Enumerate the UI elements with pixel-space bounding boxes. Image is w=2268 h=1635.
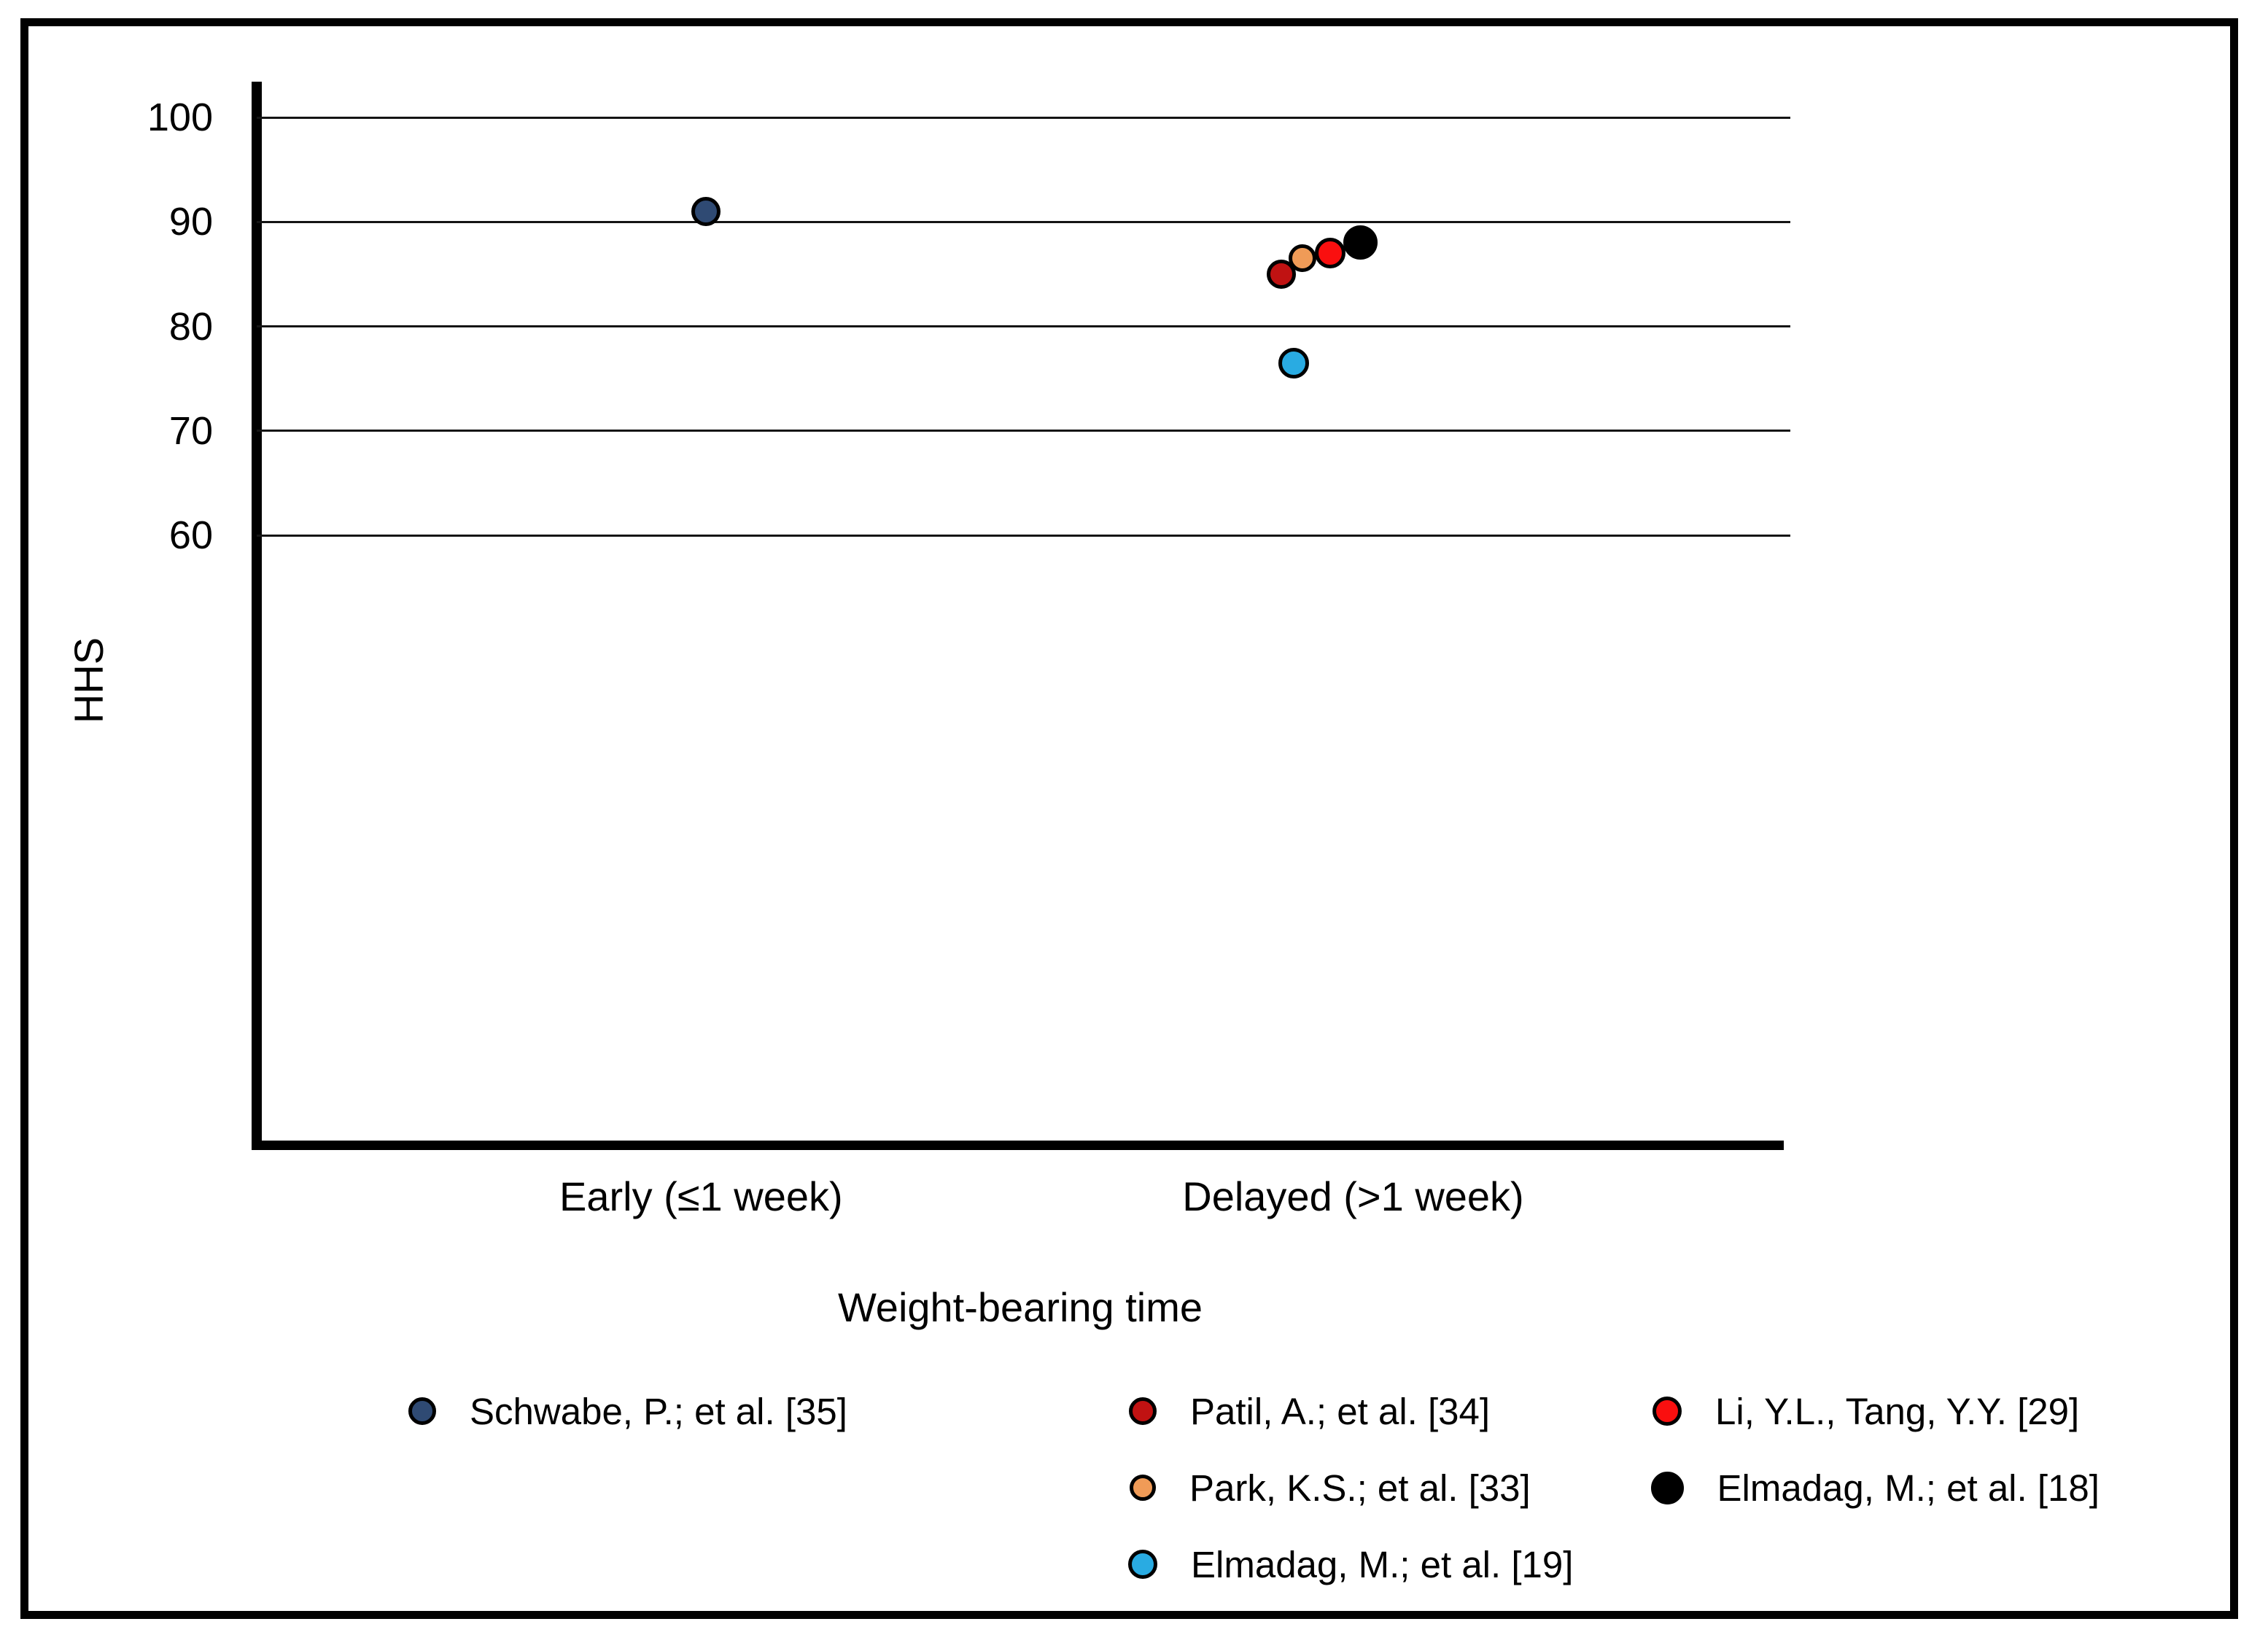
y-tick-label-100: 100 [147, 96, 213, 139]
y-tick-label-60: 60 [168, 513, 213, 558]
y-tick-label-70: 70 [168, 408, 213, 453]
legend-label: Li, Y.L., Tang, Y.Y. [29] [1715, 1390, 2080, 1432]
y-tick-label-90: 90 [168, 200, 213, 244]
figure-frame [20, 18, 2238, 1619]
legend-item: Elmadag, M.; et al. [19] [1128, 1539, 1573, 1590]
gridline-70 [257, 430, 1790, 432]
legend-marker-icon [408, 1397, 436, 1425]
scatter-point-1 [691, 196, 721, 226]
scatter-point-6 [1278, 347, 1309, 378]
scatter-point-4 [1315, 238, 1346, 269]
gridline-60 [257, 534, 1790, 537]
legend-item: Patil, A.; et al. [34] [1129, 1386, 1490, 1437]
legend-marker-icon [1653, 1397, 1682, 1426]
legend-item: Park, K.S.; et al. [33] [1130, 1462, 1531, 1513]
legend-label: Elmadag, M.; et al. [18] [1717, 1467, 2100, 1509]
legend-label: Park, K.S.; et al. [33] [1189, 1467, 1531, 1509]
gridline-100 [257, 116, 1790, 119]
legend-label: Schwabe, P.; et al. [35] [470, 1390, 847, 1432]
legend-item: Elmadag, M.; et al. [18] [1650, 1462, 2100, 1513]
gridline-90 [257, 220, 1790, 223]
scatter-point-3 [1289, 244, 1317, 273]
y-tick-label-80: 80 [168, 304, 213, 349]
legend-marker-icon [1128, 1550, 1157, 1579]
legend-item: Schwabe, P.; et al. [35] [408, 1386, 847, 1437]
x-axis-title: Weight-bearing time [837, 1284, 1203, 1330]
x-category-label-1: Early (≤1 week) [559, 1173, 843, 1219]
legend-label: Elmadag, M.; et al. [19] [1191, 1543, 1574, 1585]
legend-item: Li, Y.L., Tang, Y.Y. [29] [1653, 1386, 2079, 1437]
gridline-80 [257, 325, 1790, 328]
y-axis-title: HHS [66, 637, 112, 724]
scatter-point-5 [1343, 225, 1378, 260]
y-axis-line [252, 82, 262, 1150]
legend-marker-icon [1130, 1475, 1156, 1501]
legend-label: Patil, A.; et al. [34] [1190, 1390, 1491, 1432]
x-axis-line [252, 1141, 1784, 1150]
x-category-label-2: Delayed (>1 week) [1182, 1173, 1524, 1219]
legend-marker-icon [1650, 1471, 1684, 1504]
legend-marker-icon [1129, 1397, 1157, 1425]
